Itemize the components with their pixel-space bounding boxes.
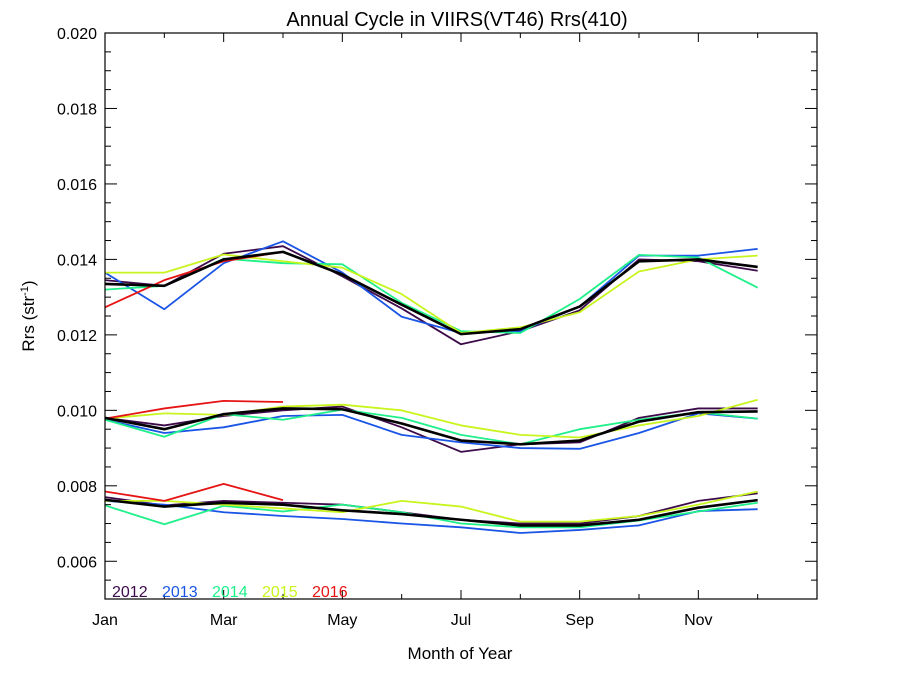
series-line-2015-middle [104,398,758,439]
x-axis: Jan Mar May Jul Sep Nov [92,33,818,629]
legend-item-2013: 2013 [162,584,198,601]
series-line-mean-middle [104,407,758,446]
y-tick-label: 0.016 [57,177,97,194]
y-tick-label: 0.006 [57,554,97,571]
x-axis-label: Month of Year [408,644,513,663]
y-tick-label: 0.010 [57,403,97,420]
series-line-2015-upper [105,253,758,334]
x-tick-label: Sep [565,612,594,629]
y-axis: 0.006 0.008 0.010 0.012 0.014 0.016 0.018 0.020 [57,26,817,581]
x-tick-label: Mar [210,612,238,629]
chart-title: Annual Cycle in VIIRS(VT46) Rrs(410) [286,9,627,31]
legend-item-2016: 2016 [312,584,348,601]
plot-frame [104,32,818,600]
legend-item-2014: 2014 [212,584,248,601]
y-tick-label: 0.018 [57,101,97,118]
legend-item-2015: 2015 [262,584,298,601]
x-tick-label: Jan [92,612,118,629]
legend: 2012 2013 2014 2015 2016 [112,584,348,601]
y-axis-label: Rrs (str-1) [19,280,38,351]
y-tick-label: 0.008 [57,479,97,496]
x-tick-label: Nov [684,612,712,629]
series-line-2013-lower [104,499,758,534]
series-line-mean-lower [104,498,758,527]
y-tick-label: 0.014 [57,252,97,269]
y-axis-label-close: ) [19,280,38,286]
series-line-2016-upper [104,250,284,309]
y-tick-label: 0.012 [57,328,97,345]
series-line-2013-middle [104,412,758,450]
series-line-mean-upper [104,250,758,336]
y-tick-label: 0.020 [57,26,97,43]
y-axis-label-main: Rrs (str [19,296,38,352]
plot-lines [104,240,759,534]
series-line-2016-lower [104,483,284,502]
series-line-2016-middle [104,399,284,420]
x-tick-label: Jul [451,612,471,629]
legend-item-2012: 2012 [112,584,148,601]
series-line-2012-lower [104,492,758,525]
y-axis-label-superscript: -1 [19,286,31,296]
x-tick-label: May [327,612,357,629]
